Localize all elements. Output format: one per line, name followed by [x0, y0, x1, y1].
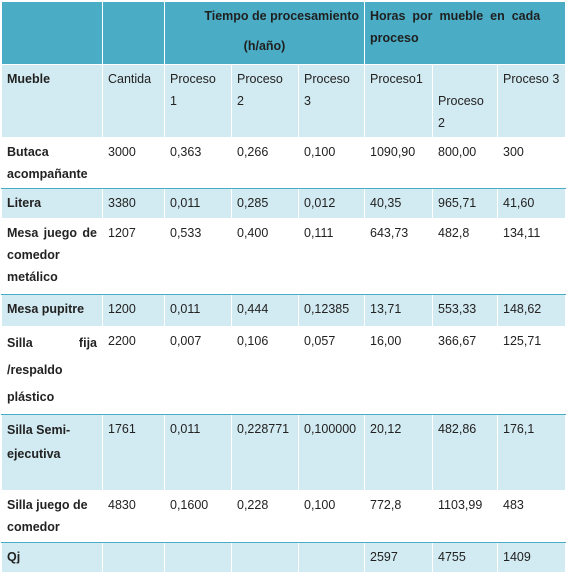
row-name: Mesa juego de comedor metálico [1, 218, 103, 295]
column-header-proceso-1: Proceso 1 [164, 64, 232, 138]
processing-time-header: Tiempo de procesamiento (h/año) [163, 1, 366, 65]
group-header-row: Tiempo de procesamiento (h/año) Horas po… [1, 1, 566, 65]
cell: 0,106 [231, 326, 299, 415]
table-row: Litera 3380 0,011 0,285 0,012 40,35 965,… [1, 188, 566, 219]
cell: 20,12 [364, 414, 434, 491]
total-proceso-1: 2597 [364, 542, 434, 573]
cell: 366,67 [432, 326, 499, 415]
cell: 0,100 [297, 490, 366, 543]
column-header-proceso-3: Proceso 3 [297, 64, 366, 138]
hours-header-line2: proceso [370, 31, 419, 45]
totals-label: Qj [1, 542, 103, 573]
cell: 3000 [102, 137, 165, 189]
row-name: Butaca acompañante [1, 137, 103, 189]
cell: 125,71 [497, 326, 566, 415]
hours-header-line1: Horas por mueble en cada [370, 9, 541, 23]
total-proceso-2: 4755 [432, 542, 499, 573]
cell: 800,00 [432, 137, 499, 189]
cell: 0,533 [164, 218, 232, 295]
row-name-text: Silla fija /respaldo plástico [7, 336, 97, 404]
cell: 553,33 [432, 294, 499, 327]
table-row: Mesa juego de comedor metálico 1207 0,53… [1, 218, 566, 295]
cell: 643,73 [364, 218, 434, 295]
cell: 176,1 [497, 414, 566, 491]
header-empty-cell [102, 1, 165, 65]
cell: 2200 [102, 326, 165, 415]
row-name: Litera [1, 188, 103, 219]
cell: 0,012 [297, 188, 366, 219]
cell: 0,011 [164, 294, 232, 327]
cell: 0,007 [164, 326, 232, 415]
cell: 4830 [102, 490, 165, 543]
row-name: Silla Semi-ejecutiva [1, 414, 103, 491]
cell: 134,11 [497, 218, 566, 295]
cell: 0,100 [297, 137, 366, 189]
cell: 3380 [102, 188, 165, 219]
cell: 1761 [102, 414, 165, 491]
cell: 0,363 [164, 137, 232, 189]
processing-time-unit: (h/año) [243, 39, 286, 53]
cell: 0,400 [231, 218, 299, 295]
table-row: Silla fija /respaldo plástico 2200 0,007… [1, 326, 566, 415]
cell: 0,011 [164, 188, 232, 219]
table-row: Butaca acompañante 3000 0,363 0,266 0,10… [1, 137, 566, 189]
cell: 483 [497, 490, 566, 543]
table-row: Silla juego de comedor 4830 0,1600 0,228… [1, 490, 566, 543]
column-header-mueble: Mueble [1, 64, 103, 138]
cell [102, 542, 165, 573]
cell: 0,228 [231, 490, 299, 543]
cell: 0,228771 [231, 414, 299, 491]
cell: 1200 [102, 294, 165, 327]
table-row: Silla Semi-ejecutiva 1761 0,011 0,228771… [1, 414, 566, 491]
row-name: Mesa pupitre [1, 294, 103, 327]
cell: 0,1600 [164, 490, 232, 543]
cell: 482,8 [432, 218, 499, 295]
cell: 0,057 [297, 326, 366, 415]
cell: 300 [497, 137, 566, 189]
total-proceso-3: 1409 [497, 542, 566, 573]
totals-row: Qj 2597 4755 1409 [1, 542, 566, 573]
processing-time-title: Tiempo de procesamiento [204, 9, 360, 23]
column-header-horas-proceso-3: Proceso 3 [497, 64, 566, 138]
column-header-horas-proceso-1: Proceso1 [364, 64, 434, 138]
cell: 0,100000 [297, 414, 366, 491]
cell: 16,00 [364, 326, 434, 415]
cell: 0,12385 [297, 294, 366, 327]
cell [164, 542, 232, 573]
cell [297, 542, 366, 573]
cell: 772,8 [364, 490, 434, 543]
cell: 0,011 [164, 414, 232, 491]
cell: 40,35 [364, 188, 434, 219]
cell: 0,285 [231, 188, 299, 219]
column-header-horas-proceso-2: Proceso 2 [432, 64, 499, 138]
table-row: Mesa pupitre 1200 0,011 0,444 0,12385 13… [1, 294, 566, 327]
header-empty-cell [1, 1, 103, 65]
cell: 0,444 [231, 294, 299, 327]
column-header-row: Mueble Cantida Proceso 1 Proceso 2 Proce… [1, 64, 566, 138]
cell: 1103,99 [432, 490, 499, 543]
cell: 148,62 [497, 294, 566, 327]
cell: 1207 [102, 218, 165, 295]
cell: 1090,90 [364, 137, 434, 189]
row-name: Silla juego de comedor [1, 490, 103, 543]
cell: 13,71 [364, 294, 434, 327]
row-name: Silla fija /respaldo plástico [1, 326, 103, 415]
cell: 0,266 [231, 137, 299, 189]
column-header-proceso-2: Proceso 2 [231, 64, 299, 138]
cell [231, 542, 299, 573]
cell: 0,111 [297, 218, 366, 295]
hours-per-furniture-header: Horas por mueble en cada proceso [364, 1, 566, 65]
column-header-cantidad: Cantida [102, 64, 165, 138]
cell: 41,60 [497, 188, 566, 219]
cell: 965,71 [432, 188, 499, 219]
cell: 482,86 [432, 414, 499, 491]
